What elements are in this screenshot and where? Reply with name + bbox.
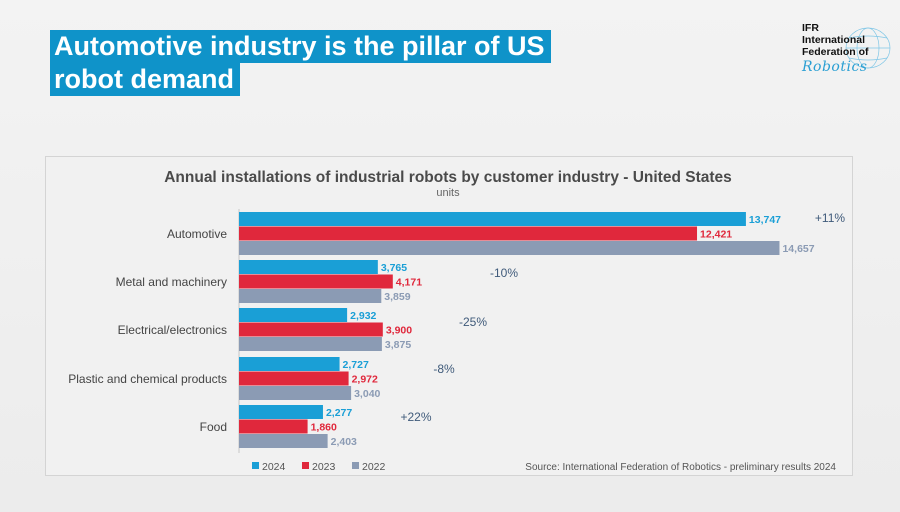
- legend-label-2023: 2023: [312, 461, 336, 473]
- change-label: -8%: [433, 362, 455, 376]
- data-label-2024: 2,277: [326, 407, 352, 419]
- legend-swatch-2022: [352, 462, 359, 469]
- category-label: Food: [200, 420, 227, 434]
- logo-robotics-wordmark: Robotics: [802, 59, 868, 75]
- legend-label-2024: 2024: [262, 461, 286, 473]
- category-label: Electrical/electronics: [118, 323, 227, 337]
- bar-2022: [239, 386, 352, 400]
- data-label-2024: 3,765: [381, 262, 407, 274]
- category-label: Automotive: [167, 227, 227, 241]
- data-label-2023: 12,421: [700, 229, 732, 241]
- category-label: Metal and machinery: [116, 275, 227, 289]
- bar-2024: [239, 405, 323, 419]
- logo-line-3: Federation of: [802, 46, 869, 58]
- data-label-2024: 13,747: [749, 214, 781, 226]
- slide-title-line-2: robot demand: [50, 63, 240, 96]
- bar-2022: [239, 434, 328, 448]
- data-label-2023: 3,900: [386, 325, 412, 337]
- bar-2024: [239, 212, 746, 226]
- data-label-2022: 2,403: [331, 436, 357, 448]
- data-label-2022: 14,657: [782, 243, 814, 255]
- change-label: +22%: [400, 410, 431, 424]
- change-label: -25%: [459, 315, 487, 329]
- bar-2023: [239, 371, 349, 386]
- data-label-2022: 3,040: [354, 388, 380, 400]
- legend-label-2022: 2022: [362, 461, 386, 473]
- data-label-2024: 2,727: [343, 359, 369, 371]
- bar-2023: [239, 419, 308, 434]
- chart-title: Annual installations of industrial robot…: [164, 169, 732, 186]
- bar-2024: [239, 260, 378, 274]
- data-label-2023: 2,972: [352, 374, 378, 386]
- bar-2023: [239, 274, 393, 289]
- data-label-2023: 4,171: [396, 277, 422, 289]
- bar-2022: [239, 241, 780, 255]
- change-label: -10%: [490, 266, 518, 280]
- bar-2024: [239, 308, 348, 322]
- bar-2023: [239, 322, 383, 337]
- bar-2022: [239, 289, 382, 303]
- slide-title-line-1: Automotive industry is the pillar of US: [50, 30, 551, 63]
- bar-2024: [239, 357, 340, 371]
- ifr-logo: IFR International Federation of Robotics: [802, 22, 894, 92]
- bar-2023: [239, 226, 698, 241]
- data-label-2022: 3,859: [384, 291, 410, 303]
- bar-chart: Annual installations of industrial robot…: [68, 169, 845, 473]
- slide-title: Automotive industry is the pillar of US …: [50, 30, 551, 96]
- bar-2022: [239, 337, 382, 351]
- chart-panel: Annual installations of industrial robot…: [45, 156, 853, 476]
- globe-icon: [845, 27, 891, 69]
- logo-line-2: International: [802, 34, 866, 46]
- chart-subtitle: units: [436, 187, 460, 199]
- change-label: +11%: [815, 211, 845, 225]
- category-label: Plastic and chemical products: [68, 372, 227, 386]
- legend-swatch-2024: [252, 462, 259, 469]
- logo-line-1: IFR: [802, 22, 819, 34]
- data-label-2023: 1,860: [311, 422, 337, 434]
- data-label-2024: 2,932: [350, 310, 376, 322]
- data-label-2022: 3,875: [385, 339, 411, 351]
- legend-swatch-2023: [302, 462, 309, 469]
- chart-source: Source: International Federation of Robo…: [525, 462, 836, 473]
